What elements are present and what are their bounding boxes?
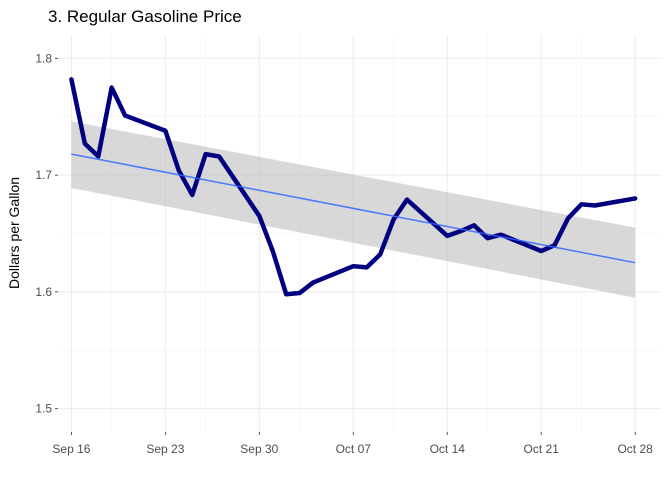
confidence-ribbon xyxy=(71,121,636,298)
confidence-ribbon-group xyxy=(71,121,636,298)
x-axis-ticks: Sep 16 Sep 23 Sep 30 Oct 07 Oct 14 Oct 21 Oct … xyxy=(52,432,653,456)
price-point xyxy=(96,154,100,159)
price-point xyxy=(472,223,476,227)
price-point xyxy=(579,202,584,206)
price-point xyxy=(284,292,288,296)
price-point xyxy=(566,216,570,220)
x-tick-label: Sep 30 xyxy=(240,442,278,456)
price-point xyxy=(459,229,463,233)
price-point xyxy=(485,236,490,240)
y-axis-ticks: 1.5 1.6 1.7 1.8 xyxy=(35,51,58,416)
trend-line-group xyxy=(71,153,636,264)
price-point xyxy=(217,154,221,159)
price-point xyxy=(204,152,208,156)
price-point xyxy=(378,252,382,257)
price-point xyxy=(311,280,315,285)
price-point xyxy=(298,291,302,295)
x-tick-label: Sep 23 xyxy=(146,442,184,456)
price-point xyxy=(539,249,543,253)
price-point xyxy=(553,243,557,247)
y-tick-label: 1.5 xyxy=(35,402,52,416)
chart-title: 3. Regular Gasoline Price xyxy=(48,7,242,26)
price-point xyxy=(83,141,87,146)
price-point xyxy=(271,249,275,253)
price-point xyxy=(499,233,503,237)
price-point xyxy=(405,198,409,202)
price-point xyxy=(351,264,355,268)
x-tick-label: Sep 16 xyxy=(52,442,90,456)
x-tick-label: Oct 28 xyxy=(617,442,653,456)
price-point xyxy=(177,168,181,173)
price-point xyxy=(593,203,597,208)
y-tick-label: 1.8 xyxy=(35,51,52,65)
trend-line xyxy=(71,153,636,264)
x-tick-label: Oct 14 xyxy=(430,442,466,456)
price-point xyxy=(163,129,167,133)
y-tick-label: 1.6 xyxy=(35,285,52,299)
price-point xyxy=(445,234,449,238)
y-tick-label: 1.7 xyxy=(35,168,52,182)
x-tick-label: Oct 21 xyxy=(524,442,560,456)
y-axis-label: Dollars per Gallon xyxy=(6,177,22,289)
price-point xyxy=(69,77,74,81)
price-point xyxy=(257,214,261,218)
price-series-group xyxy=(69,77,638,297)
price-point xyxy=(123,113,127,118)
price-point xyxy=(190,193,194,197)
price-point xyxy=(110,85,114,90)
price-point xyxy=(365,265,369,269)
x-tick-label: Oct 07 xyxy=(336,442,372,456)
price-point xyxy=(633,196,637,201)
price-point xyxy=(391,217,396,222)
